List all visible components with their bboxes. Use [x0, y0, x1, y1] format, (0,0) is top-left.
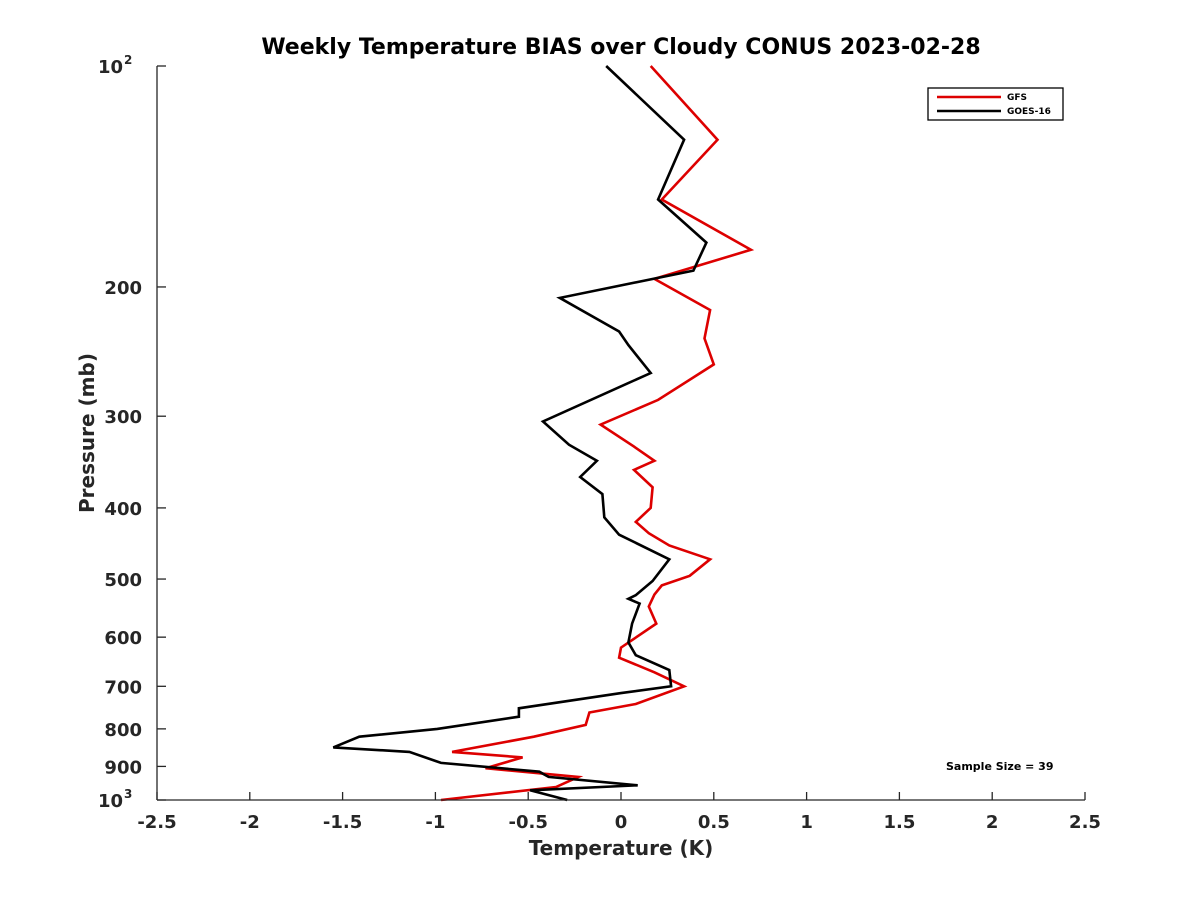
- x-tick-label: 0.5: [698, 812, 730, 833]
- series-line-goes-16: [332, 65, 708, 802]
- y-tick-label: 800: [104, 720, 142, 741]
- y-tick-label: 10: [98, 791, 123, 812]
- plot-area: -2.5 -2 -1.5 -1 -0.5 0 0.5 1 1.5 2 2.5 10 220030040…: [98, 53, 1101, 833]
- legend-label: GOES-16: [1007, 107, 1051, 117]
- sample-size-annotation: Sample Size = 39: [946, 760, 1053, 773]
- chart-title: Weekly Temperature BIAS over Cloudy CONU…: [261, 35, 980, 60]
- y-tick-label: 10: [98, 57, 123, 78]
- x-tick-label: 1: [800, 812, 813, 833]
- legend-box: [927, 87, 1064, 121]
- x-tick-label: 2: [986, 812, 999, 833]
- x-axis-label: Temperature (K): [529, 836, 714, 860]
- x-tick-label: 2.5: [1069, 812, 1101, 833]
- y-tick-exponent: 3: [124, 787, 132, 801]
- x-tick-label: -1.5: [323, 812, 362, 833]
- y-tick-label: 700: [104, 677, 142, 698]
- y-tick-label: 200: [104, 278, 142, 299]
- y-tick-label: 400: [104, 499, 142, 520]
- legend: GFS GOES-16: [927, 87, 1064, 121]
- x-tick-label: 1.5: [883, 812, 915, 833]
- y-tick-label: 300: [104, 407, 142, 428]
- x-axis-ticks: -2.5 -2 -1.5 -1 -0.5 0 0.5 1 1.5 2 2.5: [137, 792, 1101, 833]
- legend-entries: GFS GOES-16: [937, 93, 1051, 117]
- series-line-gfs: [440, 65, 755, 802]
- y-tick-label: 900: [104, 757, 142, 778]
- y-tick-label: 600: [104, 628, 142, 649]
- y-tick-exponent: 2: [124, 53, 132, 67]
- series-layer: [332, 65, 755, 802]
- y-tick-label: 500: [104, 570, 142, 591]
- legend-label: GFS: [1007, 93, 1027, 103]
- x-tick-label: 0: [615, 812, 628, 833]
- x-tick-label: -0.5: [509, 812, 548, 833]
- x-tick-label: -2: [240, 812, 260, 833]
- x-tick-label: -2.5: [137, 812, 176, 833]
- y-axis-label: Pressure (mb): [75, 353, 99, 513]
- x-tick-label: -1: [425, 812, 445, 833]
